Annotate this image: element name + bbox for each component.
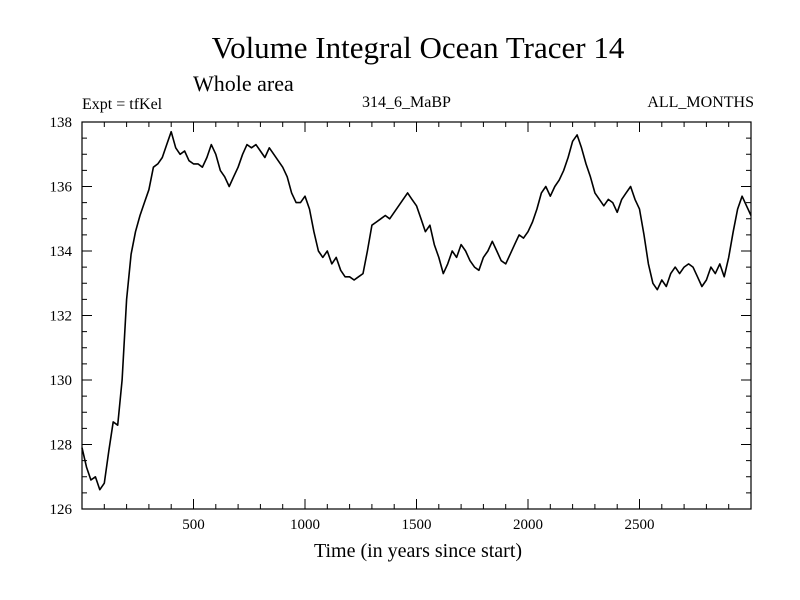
run-id-label: 314_6_MaBP (362, 94, 451, 111)
y-tick-label: 134 (50, 244, 73, 260)
axis-ticks (82, 121, 751, 510)
y-tick-label: 136 (50, 180, 73, 196)
y-tick-label: 138 (50, 115, 73, 131)
x-tick-label: 1500 (402, 517, 432, 533)
series-line (81, 130, 752, 491)
x-tick-label: 500 (182, 517, 205, 533)
x-tick-label: 1000 (290, 517, 320, 533)
y-tick-label: 126 (50, 502, 73, 518)
chart-subtitle: Whole area (193, 71, 294, 96)
series-group (81, 130, 752, 491)
tick-labels: 500 1000 1500 2000 2500 126 128 130 132 134 136 138 (50, 115, 655, 533)
y-tick-label: 130 (50, 373, 73, 389)
experiment-label: Expt = tfKel (82, 96, 163, 113)
x-axis-label: Time (in years since start) (313, 540, 523, 562)
months-label: ALL_MONTHS (647, 94, 754, 111)
chart-title: Volume Integral Ocean Tracer 14 (211, 30, 625, 65)
y-tick-label: 132 (50, 309, 73, 325)
x-tick-label: 2000 (513, 517, 543, 533)
y-tick-label: 128 (50, 438, 73, 454)
plot-frame (81, 121, 752, 510)
x-tick-label: 2500 (625, 517, 655, 533)
